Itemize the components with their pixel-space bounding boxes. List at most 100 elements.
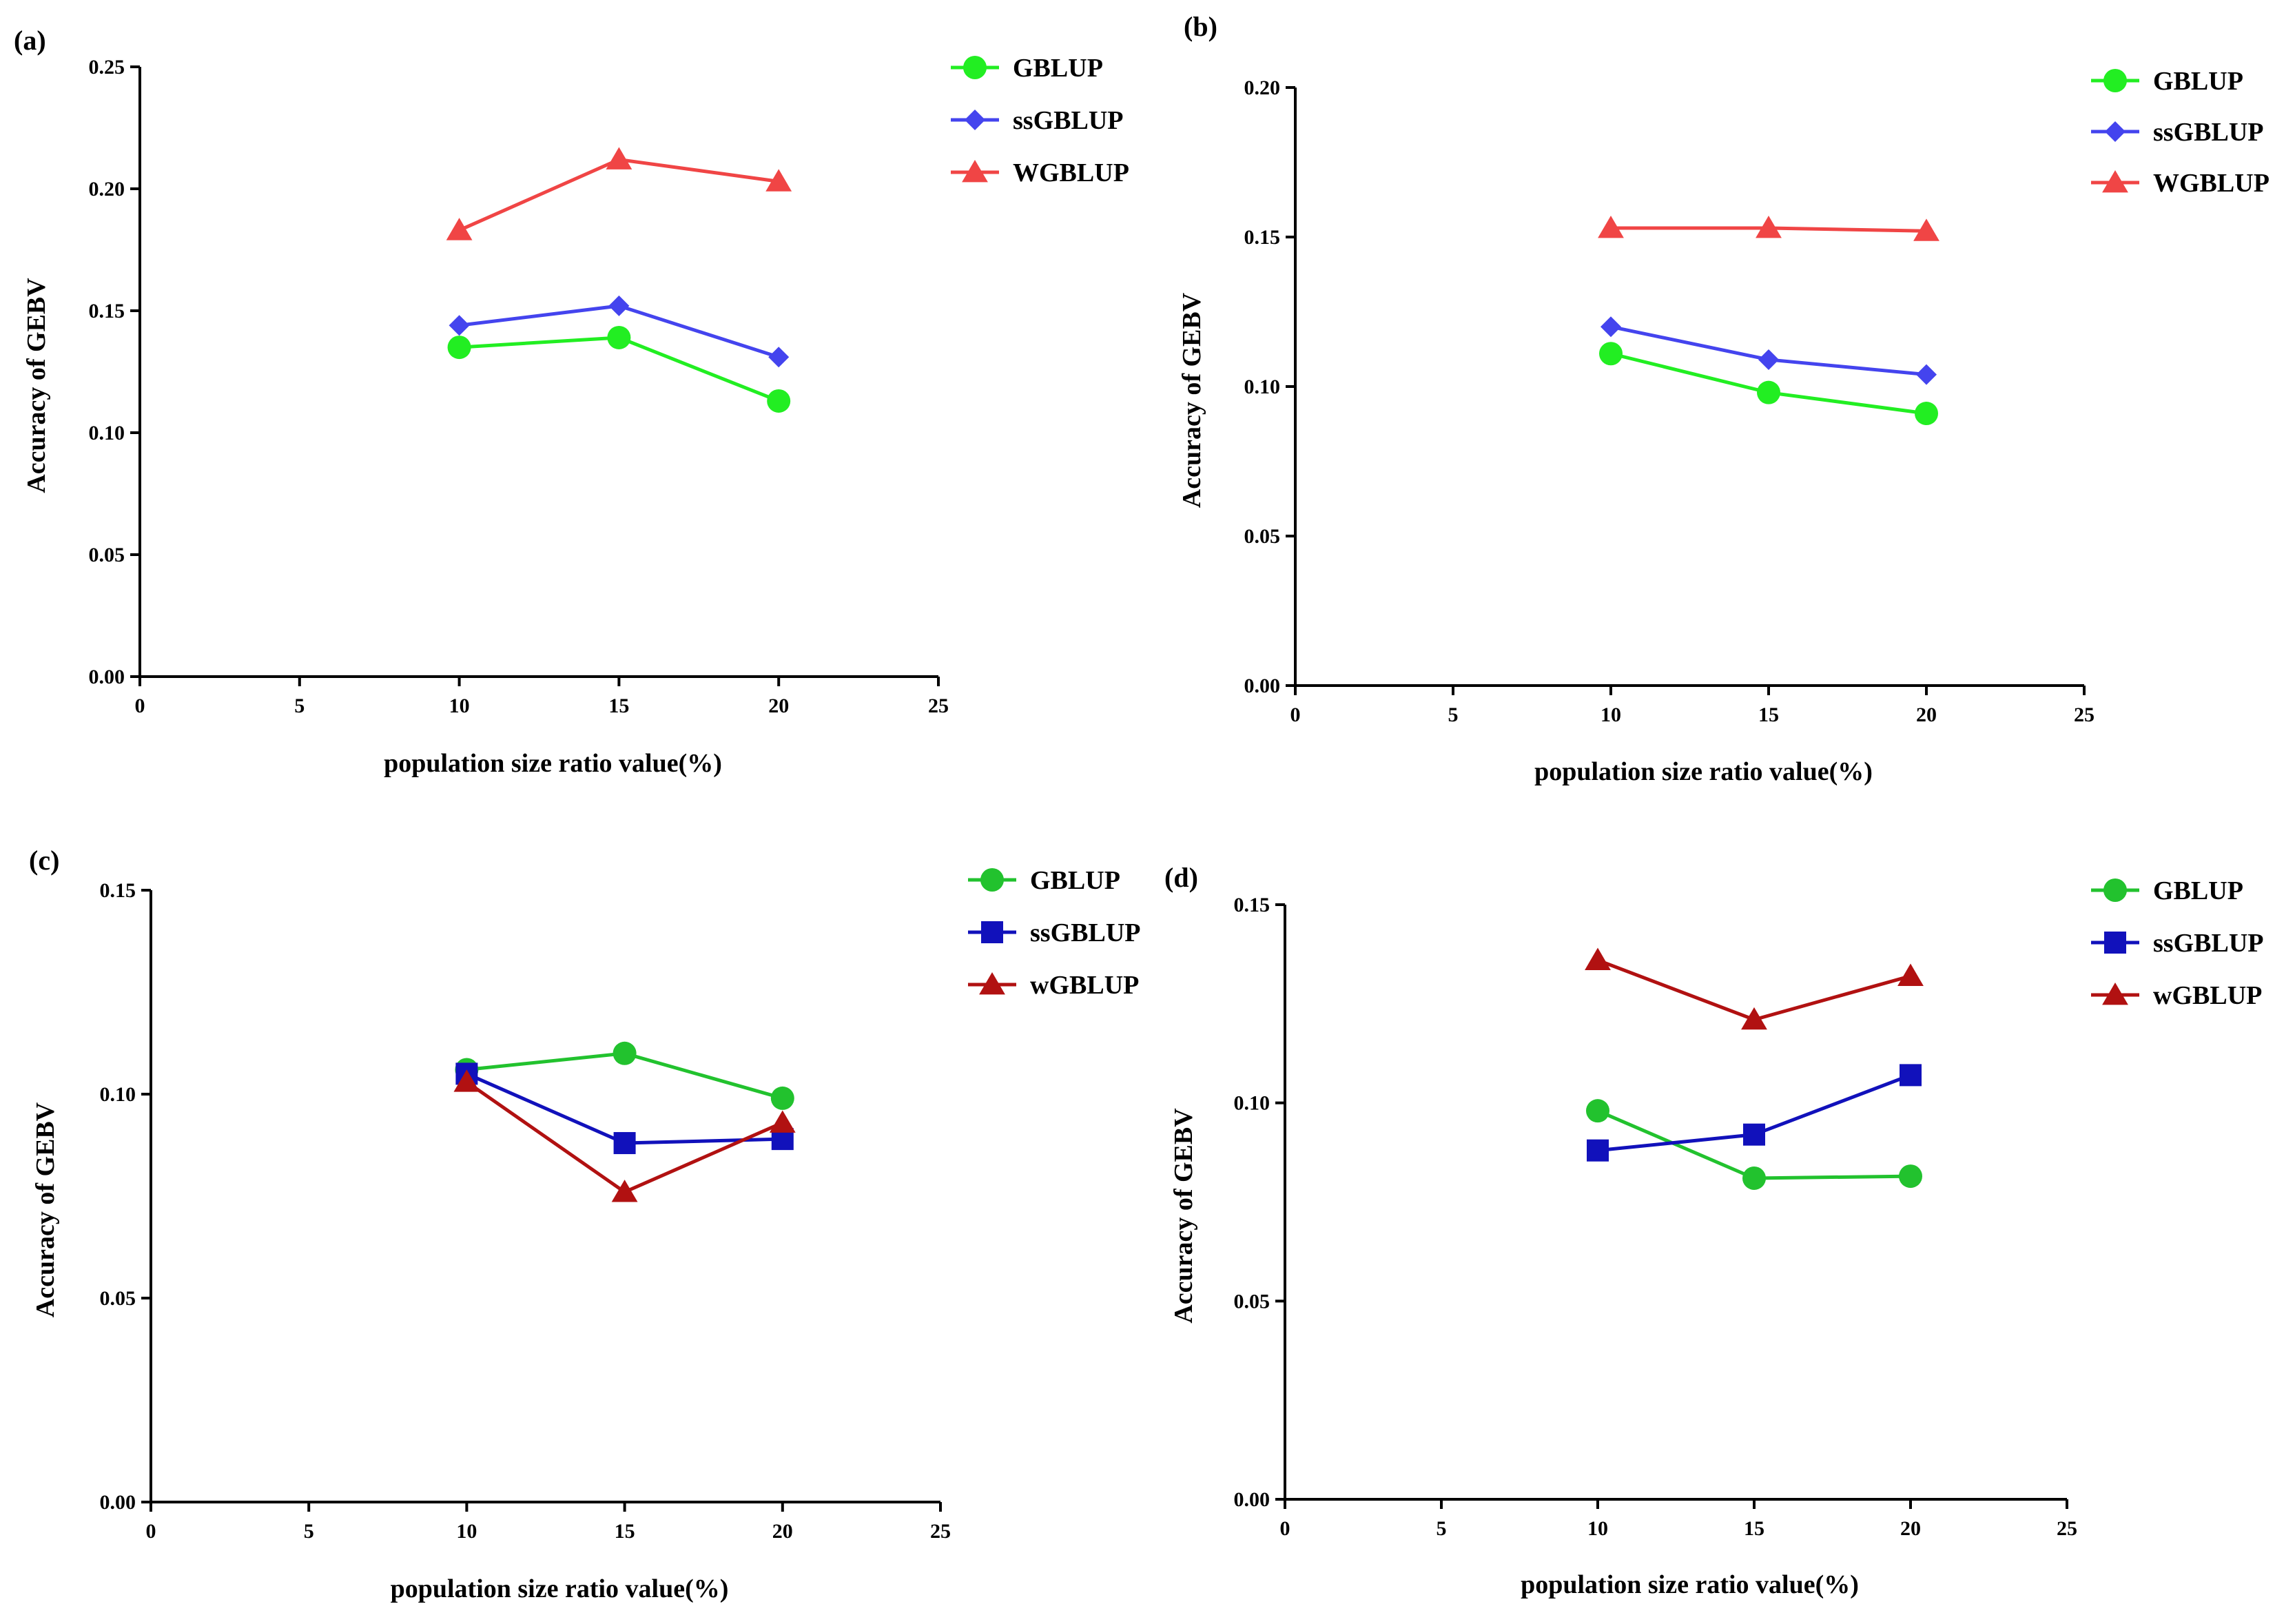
- data-point: [1758, 349, 1779, 370]
- y-tick-label: 0.10: [89, 422, 125, 444]
- legend-label: WGBLUP: [1013, 158, 1129, 187]
- x-tick-label: 5: [1448, 703, 1459, 726]
- data-point: [1757, 380, 1780, 404]
- y-tick-label: 0.05: [1234, 1290, 1270, 1313]
- legend-item: GBLUP: [2091, 67, 2243, 96]
- y-tick-label: 0.20: [1244, 76, 1281, 99]
- x-tick-label: 25: [930, 1520, 951, 1543]
- x-tick-label: 0: [135, 695, 145, 717]
- data-point: [1916, 364, 1937, 385]
- data-point: [607, 325, 631, 349]
- y-tick-label: 0.00: [89, 666, 125, 688]
- legend-label: wGBLUP: [1030, 971, 1139, 1000]
- y-tick-label: 0.00: [1244, 675, 1281, 697]
- legend-marker: [2105, 121, 2126, 142]
- data-point: [446, 218, 473, 240]
- y-tick-label: 0.20: [89, 178, 125, 201]
- x-axis-title: population size ratio value(%): [1521, 1570, 1859, 1599]
- data-point: [453, 1069, 480, 1092]
- legend-label: ssGBLUP: [1030, 918, 1140, 947]
- legend-item: WGBLUP: [2091, 169, 2270, 198]
- series-gblup: [447, 325, 791, 413]
- panel-label: (a): [14, 25, 46, 56]
- legend-item: ssGBLUP: [951, 106, 1123, 135]
- legend-label: ssGBLUP: [2153, 929, 2263, 958]
- legend-item: GBLUP: [968, 866, 1120, 895]
- data-point: [767, 389, 791, 413]
- legend: GBLUP ssGBLUP WGBLUP: [951, 54, 1129, 187]
- x-axis-title: population size ratio value(%): [384, 749, 722, 778]
- data-point: [765, 169, 792, 192]
- legend-item: GBLUP: [951, 54, 1103, 83]
- series-wgblup: [1585, 947, 1924, 1030]
- y-tick-label: 0.05: [89, 544, 125, 566]
- y-tick-label: 0.00: [1234, 1488, 1270, 1511]
- series-wgblup: [1598, 215, 1939, 241]
- legend-label: GBLUP: [2153, 876, 2243, 905]
- series-ssgblup: [1601, 316, 1937, 385]
- y-tick-label: 0.10: [1244, 376, 1281, 398]
- legend-label: wGBLUP: [2153, 981, 2262, 1010]
- legend-marker: [965, 110, 985, 130]
- legend-item: WGBLUP: [951, 158, 1129, 187]
- data-point: [447, 336, 471, 360]
- x-axis-title: population size ratio value(%): [391, 1574, 729, 1603]
- data-point: [768, 347, 790, 368]
- legend-marker: [2103, 878, 2127, 902]
- x-tick-label: 10: [1601, 703, 1621, 726]
- y-tick-label: 0.15: [1234, 894, 1270, 916]
- data-point: [1899, 1164, 1922, 1189]
- chart-panel-c: (c) 0.00 0.05 0.10 0.15 0 5 10 15 20 25 population …: [29, 845, 1140, 1603]
- chart-panel-d: (d) 0.00 0.05 0.10 0.15 0 5 10 15 20 25 population …: [1164, 862, 2263, 1599]
- y-tick-label: 0.00: [100, 1491, 136, 1514]
- data-point: [1897, 963, 1924, 986]
- legend-label: WGBLUP: [2153, 169, 2270, 198]
- y-tick-label: 0.05: [1244, 525, 1281, 548]
- data-point: [1900, 1064, 1922, 1087]
- legend-item: ssGBLUP: [2091, 929, 2263, 958]
- data-point: [1585, 947, 1611, 970]
- x-tick-label: 10: [449, 695, 470, 717]
- legend-marker: [963, 56, 987, 79]
- y-tick-label: 0.10: [100, 1083, 136, 1106]
- data-point: [1915, 402, 1938, 426]
- data-point: [1599, 342, 1623, 366]
- data-point: [606, 147, 632, 169]
- legend-label: GBLUP: [1013, 54, 1103, 83]
- series-gblup: [1599, 342, 1938, 426]
- data-point: [1913, 218, 1939, 241]
- y-tick-label: 0.15: [1244, 226, 1281, 249]
- y-axis-title: Accuracy of GEBV: [22, 278, 51, 493]
- x-tick-label: 5: [304, 1520, 314, 1543]
- series-gblup: [455, 1041, 794, 1110]
- data-point: [608, 295, 630, 316]
- y-axis-title: Accuracy of GEBV: [1177, 292, 1206, 508]
- x-tick-label: 25: [928, 695, 949, 717]
- series-ssgblup: [1587, 1064, 1922, 1162]
- legend-marker: [981, 921, 1003, 943]
- legend: GBLUP ssGBLUP wGBLUP: [968, 866, 1140, 1000]
- x-tick-label: 15: [608, 695, 629, 717]
- x-tick-label: 20: [1900, 1517, 1921, 1540]
- data-point: [611, 1180, 638, 1202]
- x-tick-label: 20: [768, 695, 789, 717]
- x-tick-label: 25: [2057, 1517, 2077, 1540]
- data-point: [1598, 215, 1624, 238]
- y-axis-title: Accuracy of GEBV: [31, 1102, 60, 1317]
- data-point: [1741, 1007, 1767, 1030]
- legend-marker: [979, 972, 1005, 995]
- x-tick-label: 0: [1280, 1517, 1290, 1540]
- chart-panel-b: (b) 0.00 0.05 0.10 0.15 0.20 0 5 10 15 20 25 populat…: [1177, 11, 2270, 786]
- x-tick-label: 5: [294, 695, 305, 717]
- data-point: [1587, 1139, 1609, 1162]
- legend-item: ssGBLUP: [2091, 118, 2263, 147]
- data-point: [1756, 215, 1782, 238]
- data-point: [613, 1132, 636, 1155]
- y-tick-label: 0.15: [100, 879, 136, 902]
- legend-item: wGBLUP: [968, 971, 1139, 1000]
- x-tick-label: 10: [1587, 1517, 1608, 1540]
- x-tick-label: 15: [615, 1520, 635, 1543]
- data-point: [1742, 1166, 1766, 1190]
- legend-label: GBLUP: [2153, 67, 2243, 96]
- data-point: [449, 315, 470, 336]
